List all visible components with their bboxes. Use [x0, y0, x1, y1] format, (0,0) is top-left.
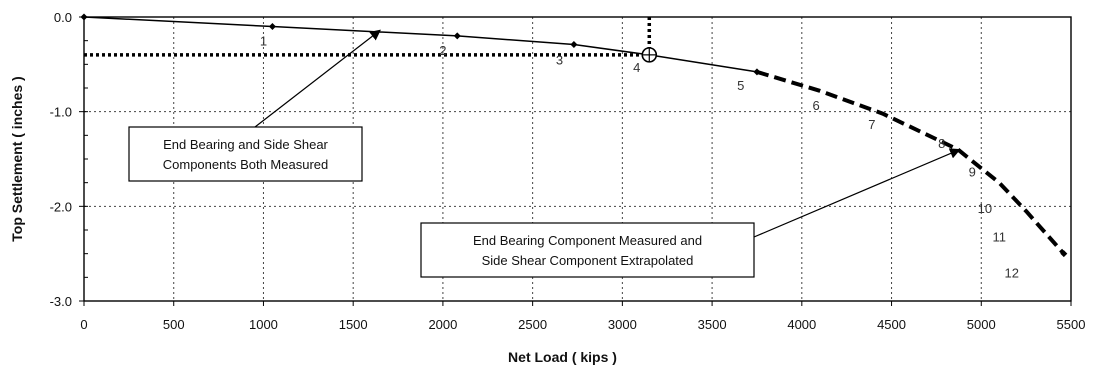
point-label: 11	[992, 230, 1006, 245]
x-tick-label: 3000	[608, 317, 637, 332]
series-layer	[83, 16, 1066, 256]
point-label: 12	[1005, 266, 1019, 281]
x-tick-label: 1000	[249, 317, 278, 332]
annotation-text-line: Components Both Measured	[163, 157, 328, 172]
data-point-marker	[1060, 250, 1068, 258]
x-tick-label: 1500	[339, 317, 368, 332]
x-tick-label: 500	[163, 317, 185, 332]
x-tick-label: 2500	[518, 317, 547, 332]
x-axis-title: Net Load ( kips )	[508, 349, 617, 365]
point-label: 7	[868, 117, 875, 132]
annotation-arrow	[254, 29, 381, 128]
x-tick-label: 5500	[1057, 317, 1086, 332]
y-tick-label: -2.0	[50, 199, 72, 214]
point-label: 5	[737, 78, 744, 93]
x-tick-label: 3500	[698, 317, 727, 332]
x-tick-label: 0	[80, 317, 87, 332]
point-label: 9	[969, 164, 976, 179]
x-tick-label: 2000	[428, 317, 457, 332]
annotation-box	[420, 222, 755, 278]
point-label: 1	[260, 34, 267, 49]
point-label: 10	[978, 201, 992, 216]
data-point-marker	[80, 13, 88, 21]
series-line-solid	[83, 16, 758, 73]
y-axis-title: Top Settlement ( inches )	[9, 76, 25, 241]
annotation-box	[128, 126, 363, 182]
reference-lines	[84, 17, 652, 57]
x-tick-label: 5000	[967, 317, 996, 332]
x-tick-label: 4000	[787, 317, 816, 332]
marker-layer	[80, 13, 1068, 258]
point-label: 2	[439, 43, 446, 58]
annotation-arrow	[753, 148, 961, 238]
annotation-text-line: End Bearing Component Measured and	[473, 233, 702, 248]
data-point-marker	[268, 22, 276, 30]
data-point-marker	[753, 68, 761, 76]
y-tick-label: -1.0	[50, 105, 72, 120]
point-label: 4	[633, 60, 640, 75]
data-point-marker	[570, 40, 578, 48]
tick-label-layer: 0 500 1000 1500 2000 2500 3000 3500 4000 4500 5000…	[50, 10, 1086, 332]
point-label: 6	[813, 98, 820, 113]
point-label: 8	[938, 136, 945, 151]
x-tick-label: 4500	[877, 317, 906, 332]
point-label: 3	[556, 53, 563, 68]
data-point-marker	[453, 32, 461, 40]
y-tick-label: 0.0	[54, 10, 72, 25]
annotation-text-line: End Bearing and Side Shear	[163, 137, 328, 152]
y-tick-label: -3.0	[50, 294, 72, 309]
plot-frame	[83, 16, 1072, 302]
series-line-dashed	[756, 69, 1066, 256]
annotation-text-line: Side Shear Component Extrapolated	[482, 253, 694, 268]
annotation-layer: End Bearing and Side Shear Components Bot…	[128, 29, 961, 278]
